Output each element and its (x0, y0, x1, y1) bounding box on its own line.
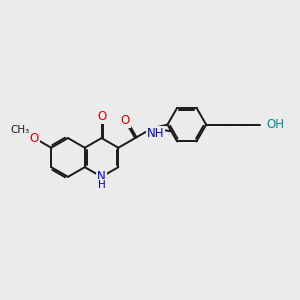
Text: H: H (98, 180, 105, 190)
Text: O: O (121, 114, 130, 127)
Text: N: N (97, 170, 106, 183)
Text: NH: NH (147, 127, 164, 140)
Text: CH₃: CH₃ (11, 125, 30, 135)
Text: O: O (30, 132, 39, 145)
Text: O: O (97, 110, 106, 123)
Text: OH: OH (266, 118, 284, 131)
